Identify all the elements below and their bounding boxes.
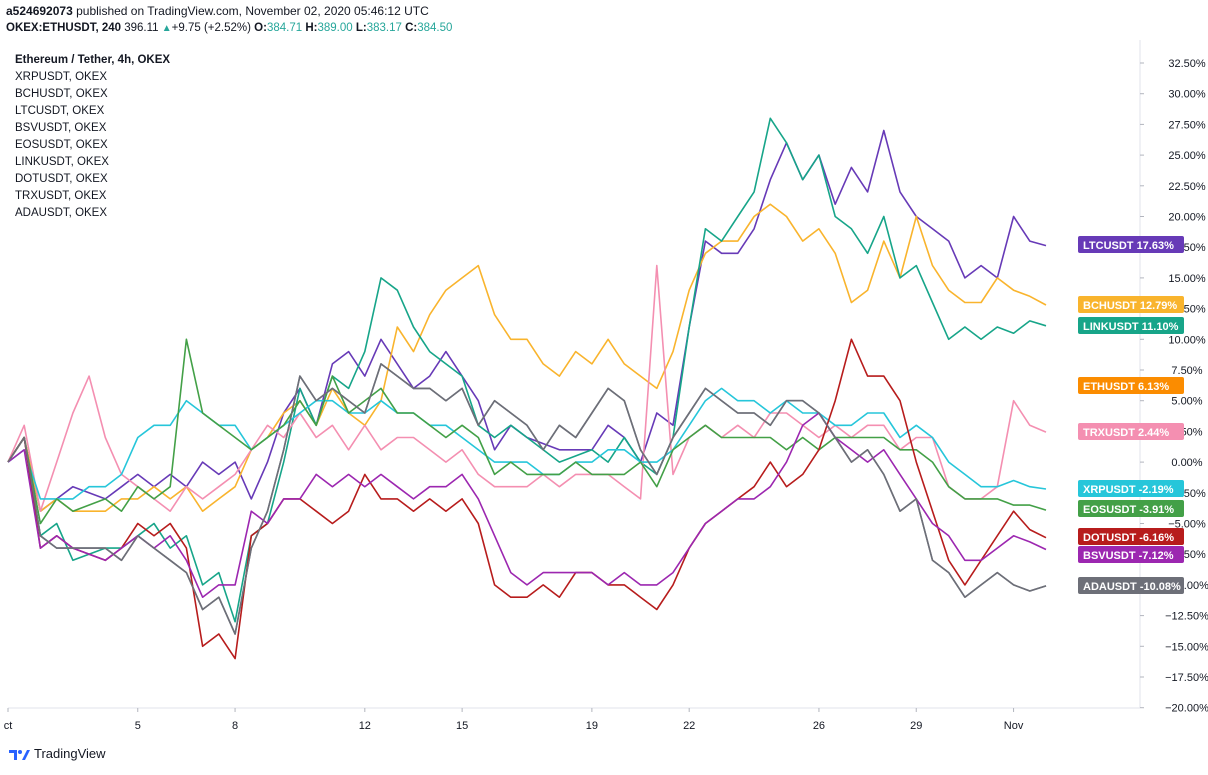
x-tick-label: 8 xyxy=(232,720,238,732)
series-line-bchusdt xyxy=(7,203,1047,512)
y-tick-label: 7.50% xyxy=(1171,365,1202,377)
price-label-ltcusdt: LTCUSDT 17.63% xyxy=(1078,236,1184,253)
y-tick-label: −20.00% xyxy=(1165,703,1208,715)
last-price: 396.11 xyxy=(124,22,159,34)
low-label: L: xyxy=(355,22,367,34)
close-value: 384.50 xyxy=(417,22,453,34)
svg-text:LINKUSDT 11.10%: LINKUSDT 11.10% xyxy=(1083,321,1179,333)
brand-name: TradingView xyxy=(34,746,106,761)
x-tick-label: 5 xyxy=(135,720,141,732)
y-tick-label: 22.50% xyxy=(1168,181,1206,193)
price-label-eosusdt: EOSUSDT -3.91% xyxy=(1078,500,1184,517)
svg-text:ETHUSDT 6.13%: ETHUSDT 6.13% xyxy=(1083,381,1169,393)
series-line-trxusdt xyxy=(7,264,1047,512)
svg-text:BCHUSDT 12.79%: BCHUSDT 12.79% xyxy=(1083,300,1177,312)
author: a524692073 xyxy=(6,4,73,18)
x-tick-label: 19 xyxy=(586,720,598,732)
y-tick-label: −15.00% xyxy=(1165,641,1208,653)
open-label: O: xyxy=(254,22,267,34)
series-line-linkusdt xyxy=(7,117,1047,623)
legend-item[interactable]: LINKUSDT, OKEX xyxy=(15,156,109,168)
low-value: 383.17 xyxy=(366,22,402,34)
price-change: +9.75 (+2.52%) xyxy=(171,22,251,34)
x-tick-label: 22 xyxy=(683,720,695,732)
price-label-trxusdt: TRXUSDT 2.44% xyxy=(1078,423,1184,440)
legend-item[interactable]: XRPUSDT, OKEX xyxy=(15,71,108,83)
x-tick-label: 29 xyxy=(910,720,922,732)
price-label-bchusdt: BCHUSDT 12.79% xyxy=(1078,296,1184,313)
y-tick-label: −5.00% xyxy=(1168,519,1206,531)
series-line-xrpusdt xyxy=(7,387,1047,500)
x-tick-label: Nov xyxy=(1004,720,1024,732)
x-tick-label: ct xyxy=(4,720,13,732)
legend-main: Ethereum / Tether, 4h, OKEX xyxy=(15,54,171,66)
high-value: 389.00 xyxy=(317,22,353,34)
legend-item[interactable]: ADAUSDT, OKEX xyxy=(15,207,108,219)
svg-text:ADAUSDT -10.08%: ADAUSDT -10.08% xyxy=(1083,581,1181,593)
series-line-ethusdt xyxy=(7,363,1047,635)
y-tick-label: 15.00% xyxy=(1168,273,1206,285)
svg-text:TRXUSDT 2.44%: TRXUSDT 2.44% xyxy=(1083,427,1169,439)
price-label-bsvusdt: BSVUSDT -7.12% xyxy=(1078,546,1184,563)
price-label-dotusdt: DOTUSDT -6.16% xyxy=(1078,528,1184,545)
price-label-ethusdt: ETHUSDT 6.13% xyxy=(1078,377,1184,394)
close-label: C: xyxy=(405,22,418,34)
tradingview-footer[interactable]: TradingView xyxy=(8,746,106,761)
legend-item[interactable]: BCHUSDT, OKEX xyxy=(15,88,108,100)
series-line-adausdt xyxy=(7,363,1047,635)
price-label-linkusdt: LINKUSDT 11.10% xyxy=(1078,317,1184,334)
svg-text:DOTUSDT -6.16%: DOTUSDT -6.16% xyxy=(1083,532,1174,544)
svg-text:LTCUSDT 17.63%: LTCUSDT 17.63% xyxy=(1083,240,1174,252)
publish-text: published on TradingView.com, November 0… xyxy=(76,4,429,18)
chart-legend: Ethereum / Tether, 4h, OKEX XRPUSDT, OKE… xyxy=(15,52,170,222)
legend-item[interactable]: LTCUSDT, OKEX xyxy=(15,105,105,117)
y-tick-label: 10.00% xyxy=(1168,334,1206,346)
series-line-dotusdt xyxy=(7,338,1047,660)
publish-info: a524692073 published on TradingView.com,… xyxy=(6,4,429,18)
legend-item[interactable]: BSVUSDT, OKEX xyxy=(15,122,107,134)
y-tick-label: 5.00% xyxy=(1171,396,1202,408)
symbol-info: OKEX:ETHUSDT, 240 396.11 ▲+9.75 (+2.52%)… xyxy=(6,22,452,34)
x-tick-label: 26 xyxy=(813,720,825,732)
symbol: OKEX:ETHUSDT, 240 xyxy=(6,22,122,34)
up-arrow-icon: ▲ xyxy=(161,23,172,34)
y-tick-label: 0.00% xyxy=(1171,457,1202,469)
y-tick-label: 32.50% xyxy=(1168,58,1206,70)
series-line-bsvusdt xyxy=(7,412,1047,598)
price-label-adausdt: ADAUSDT -10.08% xyxy=(1078,577,1184,594)
x-tick-label: 15 xyxy=(456,720,468,732)
price-label-xrpusdt: XRPUSDT -2.19% xyxy=(1078,480,1184,497)
y-tick-label: −17.50% xyxy=(1165,672,1208,684)
svg-text:EOSUSDT -3.91%: EOSUSDT -3.91% xyxy=(1083,504,1174,516)
y-tick-label: 20.00% xyxy=(1168,212,1206,224)
high-label: H: xyxy=(305,22,318,34)
legend-item[interactable]: TRXUSDT, OKEX xyxy=(15,190,107,202)
legend-item[interactable]: EOSUSDT, OKEX xyxy=(15,139,108,151)
legend-item[interactable]: DOTUSDT, OKEX xyxy=(15,173,108,185)
y-tick-label: 25.00% xyxy=(1168,150,1206,162)
svg-text:BSVUSDT -7.12%: BSVUSDT -7.12% xyxy=(1083,550,1174,562)
y-tick-label: 27.50% xyxy=(1168,119,1206,131)
x-tick-label: 12 xyxy=(359,720,371,732)
series-line-eosusdt xyxy=(7,338,1047,525)
tradingview-logo-icon xyxy=(9,749,30,760)
y-tick-label: 30.00% xyxy=(1168,89,1206,101)
y-tick-label: −12.50% xyxy=(1165,611,1208,623)
open-value: 384.71 xyxy=(266,22,303,34)
svg-text:XRPUSDT -2.19%: XRPUSDT -2.19% xyxy=(1083,484,1174,496)
